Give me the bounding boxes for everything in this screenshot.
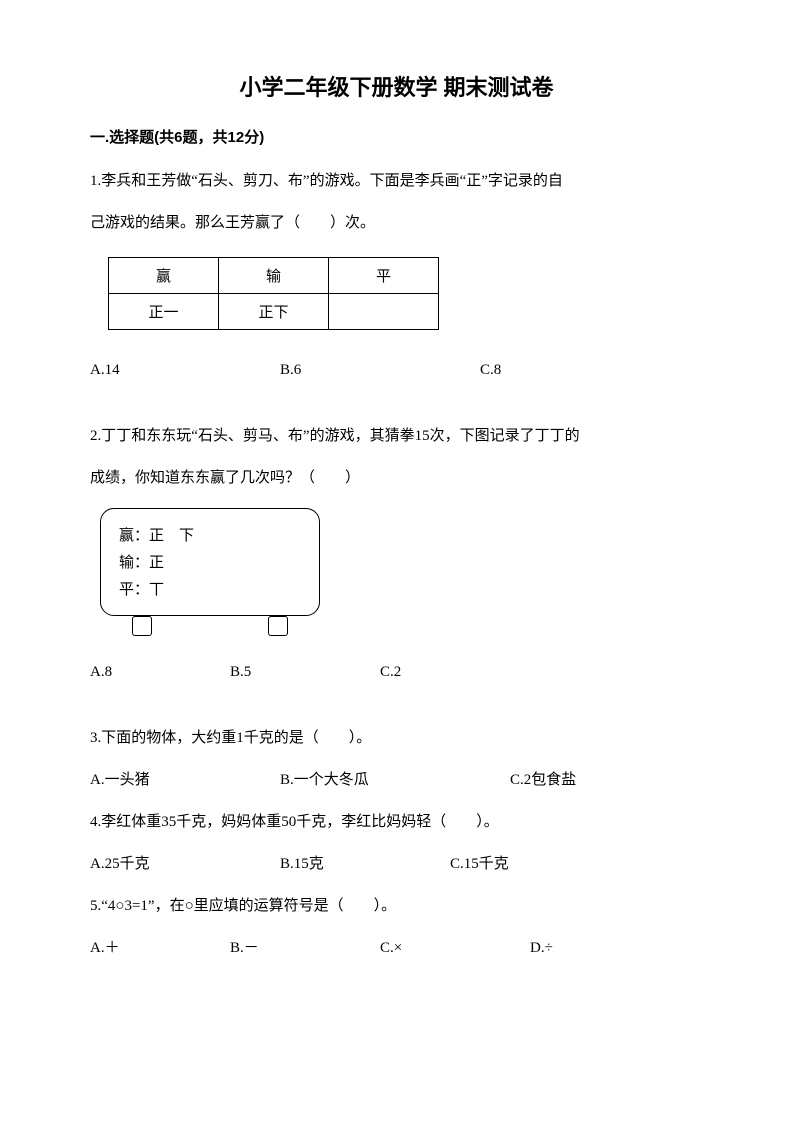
q2-opt-c: C.2 [380,654,401,690]
q2-text-line1: 2.丁丁和东东玩“石头、剪马、布”的游戏，其猜拳15次，下图记录了丁丁的 [90,418,703,454]
q4-opt-a: A.25千克 [90,846,280,882]
q1-td-draw [329,294,439,330]
q1-text-line2: 己游戏的结果。那么王芳赢了（ ）次。 [90,205,703,241]
q5-opt-b: B.－ [230,930,380,966]
q1-opt-a: A.14 [90,352,280,388]
q1-td-lose: 正下 [219,294,329,330]
q3-opt-b: B.一个大冬瓜 [280,762,510,798]
q3-opt-a: A.一头猪 [90,762,280,798]
q3-options: A.一头猪 B.一个大冬瓜 C.2包食盐 [90,762,703,798]
table-row: 正一 正下 [109,294,439,330]
q2-opt-b: B.5 [230,654,380,690]
q1-opt-c: C.8 [480,352,501,388]
q5-opt-c: C.× [380,930,530,966]
q5-opt-a: A.＋ [90,930,230,966]
q5-text: 5.“4○3=1”，在○里应填的运算符号是（ ）。 [90,888,703,924]
q1-th-win: 赢 [109,258,219,294]
q2-wheel-right [268,616,288,636]
q1-table: 赢 输 平 正一 正下 [108,257,439,330]
q2-options: A.8 B.5 C.2 [90,654,703,690]
q3-text: 3.下面的物体，大约重1千克的是（ ）。 [90,720,703,756]
q2-box-line2: 输：正 [119,550,301,577]
q2-diagram: 赢：正 下 输：正 平：丅 [100,508,330,638]
q1-opt-b: B.6 [280,352,480,388]
q4-opt-b: B.15克 [280,846,450,882]
q2-text-line2: 成绩，你知道东东赢了几次吗？（ ） [90,460,703,496]
q4-options: A.25千克 B.15克 C.15千克 [90,846,703,882]
page-title: 小学二年级下册数学 期末测试卷 [90,70,703,102]
q1-th-draw: 平 [329,258,439,294]
q5-options: A.＋ B.－ C.× D.÷ [90,930,703,966]
q1-td-win: 正一 [109,294,219,330]
q4-text: 4.李红体重35千克，妈妈体重50千克，李红比妈妈轻（ ）。 [90,804,703,840]
q2-box-line3: 平：丅 [119,577,301,604]
q1-text-line1: 1.李兵和王芳做“石头、剪刀、布”的游戏。下面是李兵画“正”字记录的自 [90,163,703,199]
q2-diagram-body: 赢：正 下 输：正 平：丅 [100,508,320,616]
q2-wheel-left [132,616,152,636]
q5-opt-d: D.÷ [530,930,553,966]
q1-options: A.14 B.6 C.8 [90,352,703,388]
table-row: 赢 输 平 [109,258,439,294]
q4-opt-c: C.15千克 [450,846,509,882]
q2-box-line1: 赢：正 下 [119,523,301,550]
q3-opt-c: C.2包食盐 [510,762,576,798]
q1-th-lose: 输 [219,258,329,294]
q2-opt-a: A.8 [90,654,230,690]
section-1-header: 一.选择题(共6题，共12分) [90,126,703,147]
